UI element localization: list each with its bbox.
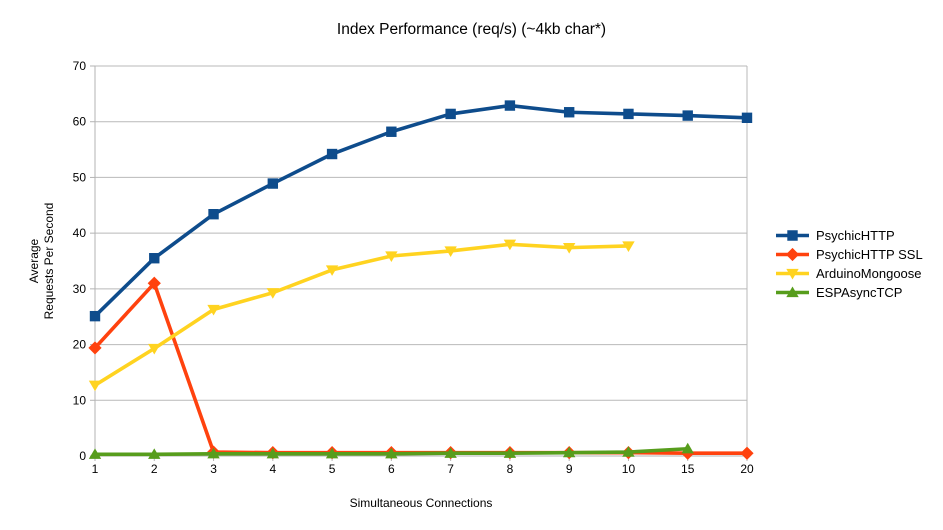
series-marker-PsychicHTTP-6 xyxy=(386,126,397,137)
x-tick-label-8: 8 xyxy=(507,462,514,476)
series-marker-ESPAsyncTCP-1 xyxy=(88,448,102,459)
x-tick-label-10: 10 xyxy=(622,462,636,476)
x-tick-label-7: 7 xyxy=(447,462,454,476)
diamond-legend-swatch-icon xyxy=(776,247,809,262)
series-marker-PsychicHTTP-8 xyxy=(504,100,516,111)
y-tick-label-10: 10 xyxy=(73,393,87,407)
triangle-up-legend-swatch-icon xyxy=(776,286,809,298)
series-marker-ESPAsyncTCP-10 xyxy=(622,446,635,457)
series-marker-ESPAsyncTCP-2 xyxy=(148,448,161,459)
series-marker-ArduinoMongoose-5 xyxy=(325,265,339,276)
legend-item-PsychicHTTP: PsychicHTTP xyxy=(775,226,923,245)
series-marker-ESPAsyncTCP-6 xyxy=(385,447,398,459)
x-tick-label-5: 5 xyxy=(329,462,336,476)
series-marker-PsychicHTTP-SSL-2 xyxy=(147,276,161,290)
series-marker-ArduinoMongoose-9 xyxy=(562,243,576,254)
series-line-PsychicHTTP xyxy=(93,103,748,318)
series-marker-ESPAsyncTCP-3 xyxy=(207,447,220,459)
series-marker-PsychicHTTP-10 xyxy=(623,108,634,120)
x-axis-title: Simultaneous Connections xyxy=(349,496,493,510)
x-tick-label-6: 6 xyxy=(388,462,395,476)
y-tick-label-0: 0 xyxy=(79,449,86,463)
series-marker-ESPAsyncTCP-4 xyxy=(266,447,280,459)
x-tick-label-4: 4 xyxy=(269,462,276,476)
series-marker-PsychicHTTP-15 xyxy=(682,110,693,121)
series-marker-ArduinoMongoose-6 xyxy=(385,251,398,262)
series-marker-ESPAsyncTCP-9 xyxy=(562,446,576,458)
x-tick-label-2: 2 xyxy=(151,462,158,476)
series-marker-PsychicHTTP-20 xyxy=(741,112,753,124)
y-tick-label-40: 40 xyxy=(73,226,87,240)
legend-label: PsychicHTTP SSL xyxy=(816,247,923,262)
series-marker-ESPAsyncTCP-7 xyxy=(444,447,457,458)
legend-label: ESPAsyncTCP xyxy=(816,285,903,300)
series-marker-ESPAsyncTCP-8 xyxy=(503,447,517,458)
series-marker-PsychicHTTP-4 xyxy=(267,178,279,189)
y-tick-label-20: 20 xyxy=(73,338,87,352)
series-marker-PsychicHTTP-SSL-1 xyxy=(88,341,102,355)
x-tick-label-3: 3 xyxy=(210,462,217,476)
series-marker-ArduinoMongoose-4 xyxy=(266,288,280,299)
series-marker-ArduinoMongoose-8 xyxy=(503,239,517,251)
y-tick-label-30: 30 xyxy=(73,282,87,296)
legend: PsychicHTTP PsychicHTTP SSL ArduinoMongoos… xyxy=(775,226,923,302)
series-marker-PsychicHTTP-5 xyxy=(326,148,338,160)
legend-label: ArduinoMongoose xyxy=(816,266,922,281)
series-marker-ArduinoMongoose-3 xyxy=(207,304,220,316)
x-tick-label-20: 20 xyxy=(740,462,754,476)
series-marker-ArduinoMongoose-2 xyxy=(148,343,161,355)
series-marker-PsychicHTTP-3 xyxy=(208,209,219,220)
series-marker-PsychicHTTP-1 xyxy=(89,310,101,322)
y-tick-label-60: 60 xyxy=(73,115,87,129)
series-marker-PsychicHTTP-7 xyxy=(445,108,456,120)
series-marker-ArduinoMongoose-1 xyxy=(88,380,102,392)
series-marker-ArduinoMongoose-7 xyxy=(444,246,457,257)
y-tick-label-70: 70 xyxy=(73,59,87,73)
series-marker-PsychicHTTP-SSL-20 xyxy=(740,446,754,460)
series-marker-ArduinoMongoose-10 xyxy=(622,241,635,252)
series-line-ArduinoMongoose xyxy=(94,242,629,387)
y-tick-label-50: 50 xyxy=(73,170,87,184)
x-tick-label-1: 1 xyxy=(92,462,99,476)
triangle-down-legend-swatch-icon xyxy=(776,268,809,280)
x-tick-label-15: 15 xyxy=(681,462,695,476)
legend-item-ArduinoMongoose: ArduinoMongoose xyxy=(775,264,923,283)
x-tick-label-9: 9 xyxy=(566,462,573,476)
chart-title: Index Performance (req/s) (~4kb char*) xyxy=(336,21,607,38)
series-marker-ESPAsyncTCP-15 xyxy=(681,442,694,454)
square-legend-swatch-icon xyxy=(776,230,809,241)
series-marker-PsychicHTTP-2 xyxy=(149,253,160,264)
legend-item-PsychicHTTP-SSL: PsychicHTTP SSL xyxy=(775,245,923,264)
series-line-PsychicHTTP-SSL xyxy=(93,281,747,456)
series-marker-PsychicHTTP-9 xyxy=(563,107,575,118)
series-marker-ESPAsyncTCP-5 xyxy=(325,447,339,459)
legend-item-ESPAsyncTCP: ESPAsyncTCP xyxy=(775,283,923,302)
legend-label: PsychicHTTP xyxy=(816,228,895,243)
